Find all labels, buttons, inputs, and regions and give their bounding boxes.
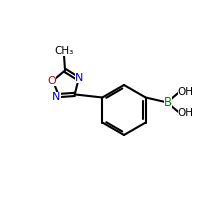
Text: OH: OH [178, 108, 194, 118]
Text: N: N [75, 73, 83, 83]
Text: O: O [47, 76, 56, 86]
Text: N: N [52, 92, 61, 102]
Text: OH: OH [178, 87, 194, 97]
Text: B: B [164, 96, 172, 109]
Text: CH₃: CH₃ [55, 46, 74, 56]
